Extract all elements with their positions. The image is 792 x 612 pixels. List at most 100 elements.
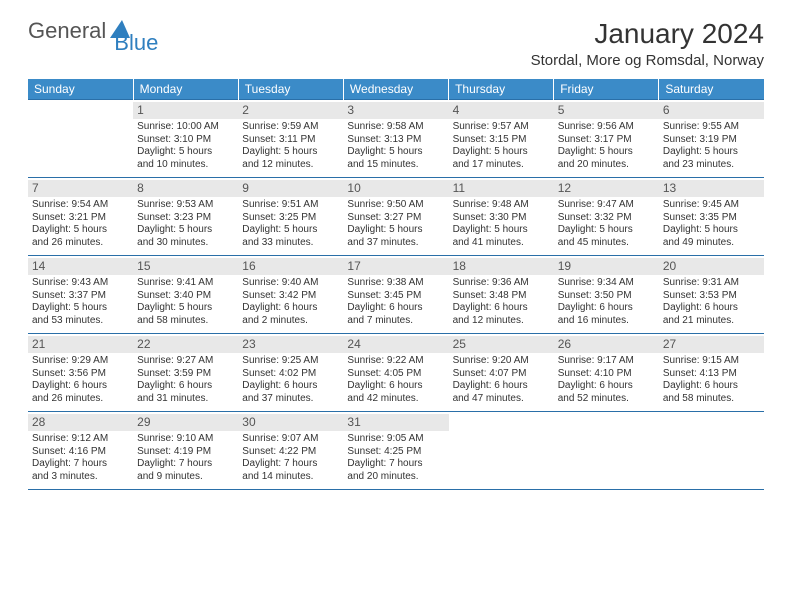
day-number: 11	[449, 180, 554, 197]
daylight-text: and 45 minutes.	[558, 237, 655, 250]
sunrise-text: Sunrise: 9:05 AM	[347, 433, 444, 446]
calendar-cell: 23Sunrise: 9:25 AMSunset: 4:02 PMDayligh…	[238, 334, 343, 412]
calendar-row: 1Sunrise: 10:00 AMSunset: 3:10 PMDayligh…	[28, 100, 764, 178]
daylight-text: and 7 minutes.	[347, 315, 444, 328]
sunset-text: Sunset: 3:21 PM	[32, 212, 129, 225]
sunset-text: Sunset: 3:13 PM	[347, 134, 444, 147]
calendar-cell: 30Sunrise: 9:07 AMSunset: 4:22 PMDayligh…	[238, 412, 343, 490]
day-number: 9	[238, 180, 343, 197]
sunrise-text: Sunrise: 9:15 AM	[663, 355, 760, 368]
day-header: Wednesday	[343, 79, 448, 100]
sunset-text: Sunset: 4:25 PM	[347, 446, 444, 459]
day-header: Sunday	[28, 79, 133, 100]
brand-part2: Blue	[114, 30, 158, 56]
calendar-cell: 11Sunrise: 9:48 AMSunset: 3:30 PMDayligh…	[449, 178, 554, 256]
brand-part1: General	[28, 18, 106, 44]
daylight-text: Daylight: 5 hours	[663, 146, 760, 159]
sunrise-text: Sunrise: 9:54 AM	[32, 199, 129, 212]
sunset-text: Sunset: 3:32 PM	[558, 212, 655, 225]
sunrise-text: Sunrise: 9:59 AM	[242, 121, 339, 134]
day-number: 2	[238, 102, 343, 119]
calendar-cell: 7Sunrise: 9:54 AMSunset: 3:21 PMDaylight…	[28, 178, 133, 256]
daylight-text: Daylight: 6 hours	[347, 380, 444, 393]
day-number: 18	[449, 258, 554, 275]
daylight-text: Daylight: 6 hours	[558, 380, 655, 393]
sunset-text: Sunset: 3:50 PM	[558, 290, 655, 303]
sunset-text: Sunset: 3:17 PM	[558, 134, 655, 147]
day-number: 13	[659, 180, 764, 197]
daylight-text: Daylight: 7 hours	[32, 458, 129, 471]
daylight-text: Daylight: 5 hours	[137, 224, 234, 237]
day-number: 4	[449, 102, 554, 119]
day-number: 26	[554, 336, 659, 353]
sunrise-text: Sunrise: 9:34 AM	[558, 277, 655, 290]
calendar-row: 21Sunrise: 9:29 AMSunset: 3:56 PMDayligh…	[28, 334, 764, 412]
calendar-cell: 4Sunrise: 9:57 AMSunset: 3:15 PMDaylight…	[449, 100, 554, 178]
sunset-text: Sunset: 3:48 PM	[453, 290, 550, 303]
day-number: 23	[238, 336, 343, 353]
daylight-text: and 23 minutes.	[663, 159, 760, 172]
calendar-cell: 31Sunrise: 9:05 AMSunset: 4:25 PMDayligh…	[343, 412, 448, 490]
daylight-text: and 49 minutes.	[663, 237, 760, 250]
daylight-text: Daylight: 6 hours	[453, 380, 550, 393]
calendar-cell: 1Sunrise: 10:00 AMSunset: 3:10 PMDayligh…	[133, 100, 238, 178]
sunset-text: Sunset: 4:10 PM	[558, 368, 655, 381]
sunset-text: Sunset: 3:25 PM	[242, 212, 339, 225]
daylight-text: and 9 minutes.	[137, 471, 234, 484]
daylight-text: and 37 minutes.	[242, 393, 339, 406]
calendar-cell: 12Sunrise: 9:47 AMSunset: 3:32 PMDayligh…	[554, 178, 659, 256]
header: General Blue January 2024 Stordal, More …	[0, 0, 792, 73]
daylight-text: and 37 minutes.	[347, 237, 444, 250]
daylight-text: Daylight: 5 hours	[32, 224, 129, 237]
day-number: 12	[554, 180, 659, 197]
sunset-text: Sunset: 3:30 PM	[453, 212, 550, 225]
daylight-text: Daylight: 7 hours	[242, 458, 339, 471]
day-number: 16	[238, 258, 343, 275]
sunset-text: Sunset: 4:16 PM	[32, 446, 129, 459]
sunrise-text: Sunrise: 9:31 AM	[663, 277, 760, 290]
day-number: 19	[554, 258, 659, 275]
calendar-cell: 10Sunrise: 9:50 AMSunset: 3:27 PMDayligh…	[343, 178, 448, 256]
sunset-text: Sunset: 4:19 PM	[137, 446, 234, 459]
daylight-text: and 30 minutes.	[137, 237, 234, 250]
day-number: 22	[133, 336, 238, 353]
day-number: 25	[449, 336, 554, 353]
daylight-text: and 12 minutes.	[453, 315, 550, 328]
daylight-text: Daylight: 5 hours	[242, 224, 339, 237]
daylight-text: and 14 minutes.	[242, 471, 339, 484]
daylight-text: and 20 minutes.	[558, 159, 655, 172]
calendar-cell: 25Sunrise: 9:20 AMSunset: 4:07 PMDayligh…	[449, 334, 554, 412]
sunrise-text: Sunrise: 9:10 AM	[137, 433, 234, 446]
calendar-cell	[449, 412, 554, 490]
sunrise-text: Sunrise: 9:22 AM	[347, 355, 444, 368]
daylight-text: and 17 minutes.	[453, 159, 550, 172]
calendar-cell: 22Sunrise: 9:27 AMSunset: 3:59 PMDayligh…	[133, 334, 238, 412]
sunrise-text: Sunrise: 9:47 AM	[558, 199, 655, 212]
daylight-text: Daylight: 5 hours	[663, 224, 760, 237]
daylight-text: Daylight: 5 hours	[558, 146, 655, 159]
calendar-table: Sunday Monday Tuesday Wednesday Thursday…	[28, 79, 764, 490]
daylight-text: and 33 minutes.	[242, 237, 339, 250]
sunset-text: Sunset: 4:22 PM	[242, 446, 339, 459]
daylight-text: and 41 minutes.	[453, 237, 550, 250]
day-number: 17	[343, 258, 448, 275]
sunset-text: Sunset: 3:35 PM	[663, 212, 760, 225]
daylight-text: and 3 minutes.	[32, 471, 129, 484]
daylight-text: Daylight: 5 hours	[347, 146, 444, 159]
calendar-cell: 28Sunrise: 9:12 AMSunset: 4:16 PMDayligh…	[28, 412, 133, 490]
day-number: 8	[133, 180, 238, 197]
daylight-text: and 52 minutes.	[558, 393, 655, 406]
calendar-cell: 24Sunrise: 9:22 AMSunset: 4:05 PMDayligh…	[343, 334, 448, 412]
sunrise-text: Sunrise: 9:25 AM	[242, 355, 339, 368]
day-number: 21	[28, 336, 133, 353]
daylight-text: Daylight: 6 hours	[347, 302, 444, 315]
calendar-cell: 26Sunrise: 9:17 AMSunset: 4:10 PMDayligh…	[554, 334, 659, 412]
sunset-text: Sunset: 3:40 PM	[137, 290, 234, 303]
day-number: 28	[28, 414, 133, 431]
day-number: 31	[343, 414, 448, 431]
day-number: 24	[343, 336, 448, 353]
daylight-text: and 12 minutes.	[242, 159, 339, 172]
sunset-text: Sunset: 3:42 PM	[242, 290, 339, 303]
sunset-text: Sunset: 3:59 PM	[137, 368, 234, 381]
day-number: 27	[659, 336, 764, 353]
